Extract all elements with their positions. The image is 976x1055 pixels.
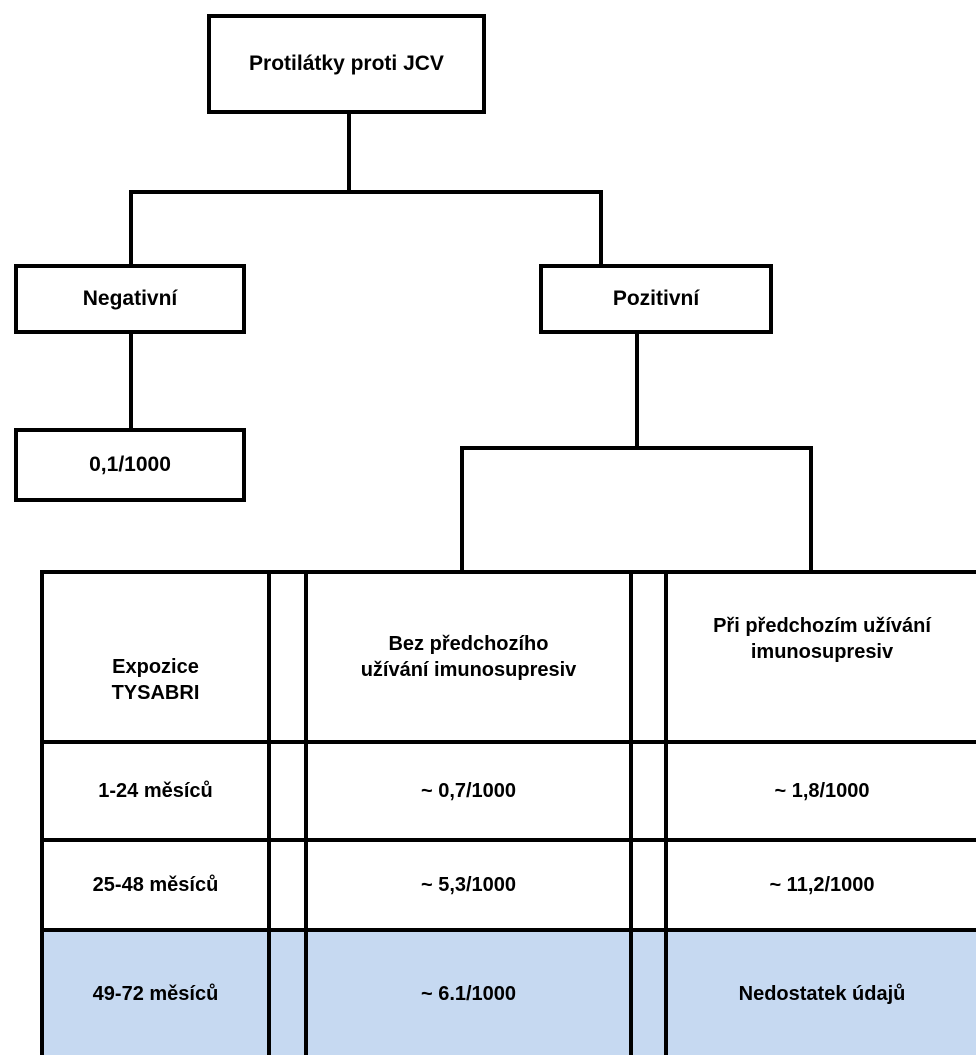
highlight-row-bg	[40, 930, 976, 1055]
connector-to-positive	[599, 190, 603, 264]
row3-with: Nedostatek údajů	[738, 982, 906, 1005]
row1-with: ~ 1,8/1000	[774, 780, 870, 802]
table-vline-3	[304, 570, 308, 1055]
connector-root-down	[347, 110, 351, 194]
header-with-immunosuppressants: Při předchozím užívání imunosupresiv	[713, 615, 931, 663]
table-line-top	[40, 570, 976, 574]
table-vline-4	[629, 570, 633, 1055]
row2-with: ~ 11,2/1000	[769, 874, 875, 896]
connector-negative-down	[129, 330, 133, 428]
row1-exposure: 1-24 měsíců	[98, 780, 213, 802]
connector-to-negative	[129, 190, 133, 264]
header-exposure: Expozice TYSABRI	[111, 656, 200, 704]
table-line-row1-bottom	[40, 838, 976, 842]
table-line-row2-bottom	[40, 928, 976, 932]
positive-box: Pozitivní	[539, 264, 773, 334]
table-vline-1	[40, 570, 44, 1055]
bracket-top	[460, 446, 813, 450]
root-label: Protilátky proti JCV	[249, 52, 444, 76]
header-without-immunosuppressants: Bez předchozího užívání imunosupresiv	[360, 633, 577, 681]
bracket-right	[809, 446, 813, 572]
connector-positive-down	[635, 334, 639, 448]
positive-label: Pozitivní	[612, 287, 700, 311]
negative-risk-value: 0,1/1000	[89, 453, 171, 477]
row2-without: ~ 5,3/1000	[420, 874, 517, 896]
row3-without: ~ 6.1/1000	[420, 982, 517, 1005]
negative-risk-box: 0,1/1000	[14, 428, 246, 502]
row1-without: ~ 0,7/1000	[420, 780, 517, 802]
bracket-left	[460, 446, 464, 572]
root-box: Protilátky proti JCV	[207, 14, 486, 114]
negative-box: Negativní	[14, 264, 246, 334]
table-line-header-bottom	[40, 740, 976, 744]
row2-exposure: 25-48 měsíců	[92, 874, 219, 896]
row3-exposure: 49-72 měsíců	[92, 982, 219, 1005]
negative-label: Negativní	[82, 287, 178, 311]
connector-branch-horizontal	[129, 190, 603, 194]
table-vline-5	[664, 570, 668, 1055]
table-vline-2	[267, 570, 271, 1055]
